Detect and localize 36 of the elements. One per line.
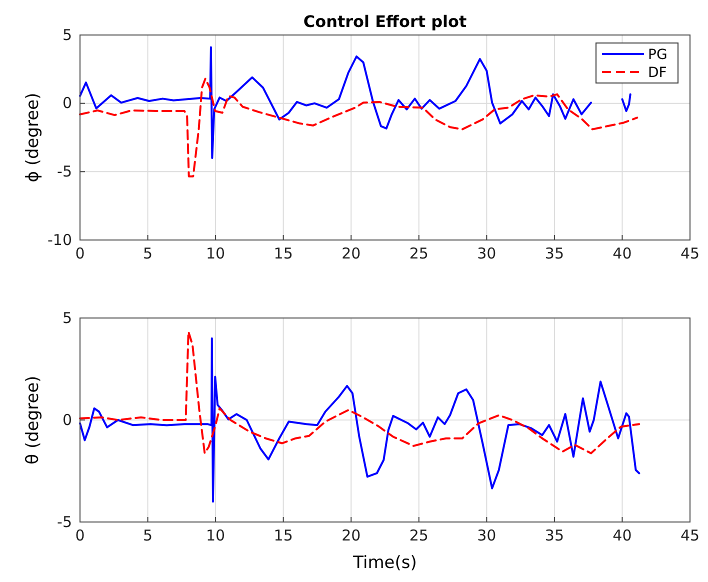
x-tick-label: 45 <box>680 526 700 545</box>
x-tick-label: 20 <box>342 244 361 263</box>
legend-label: PG <box>648 47 668 63</box>
y-tick-label: -5 <box>57 162 72 180</box>
x-tick-label: 45 <box>680 244 700 263</box>
y-tick-label: 5 <box>62 308 72 327</box>
y-tick-label: -5 <box>57 512 72 531</box>
x-tick-label: 30 <box>477 244 496 263</box>
y-axis-title: ϕ (degree) <box>23 92 43 182</box>
x-tick-label: 10 <box>206 526 226 545</box>
y-tick-label: 0 <box>62 94 72 112</box>
line-series <box>79 78 638 178</box>
x-tick-label: 0 <box>75 526 85 545</box>
x-tick-label: 40 <box>612 244 632 263</box>
x-tick-label: 5 <box>143 244 153 263</box>
x-tick-label: 40 <box>612 526 632 545</box>
x-tick-label: 25 <box>409 526 428 545</box>
x-tick-label: 20 <box>342 526 361 545</box>
line-series <box>79 330 640 454</box>
chart-title: Control Effort plot <box>303 12 467 31</box>
x-axis-title: Time(s) <box>352 553 417 573</box>
y-tick-label: 0 <box>62 410 72 429</box>
x-tick-label: 35 <box>544 244 564 263</box>
legend-label: DF <box>648 65 667 81</box>
x-tick-label: 10 <box>206 244 226 263</box>
x-tick-label: 25 <box>409 244 428 263</box>
x-tick-label: 15 <box>274 526 293 545</box>
y-tick-label: -10 <box>48 230 72 249</box>
x-tick-label: 35 <box>544 526 564 545</box>
y-tick-label: 5 <box>62 26 72 44</box>
y-axis-title: θ (degree) <box>23 376 43 464</box>
x-tick-label: 15 <box>274 244 293 263</box>
x-tick-label: 30 <box>477 526 496 545</box>
x-tick-label: 5 <box>143 526 153 545</box>
line-series <box>79 337 640 503</box>
x-tick-label: 0 <box>75 244 85 263</box>
